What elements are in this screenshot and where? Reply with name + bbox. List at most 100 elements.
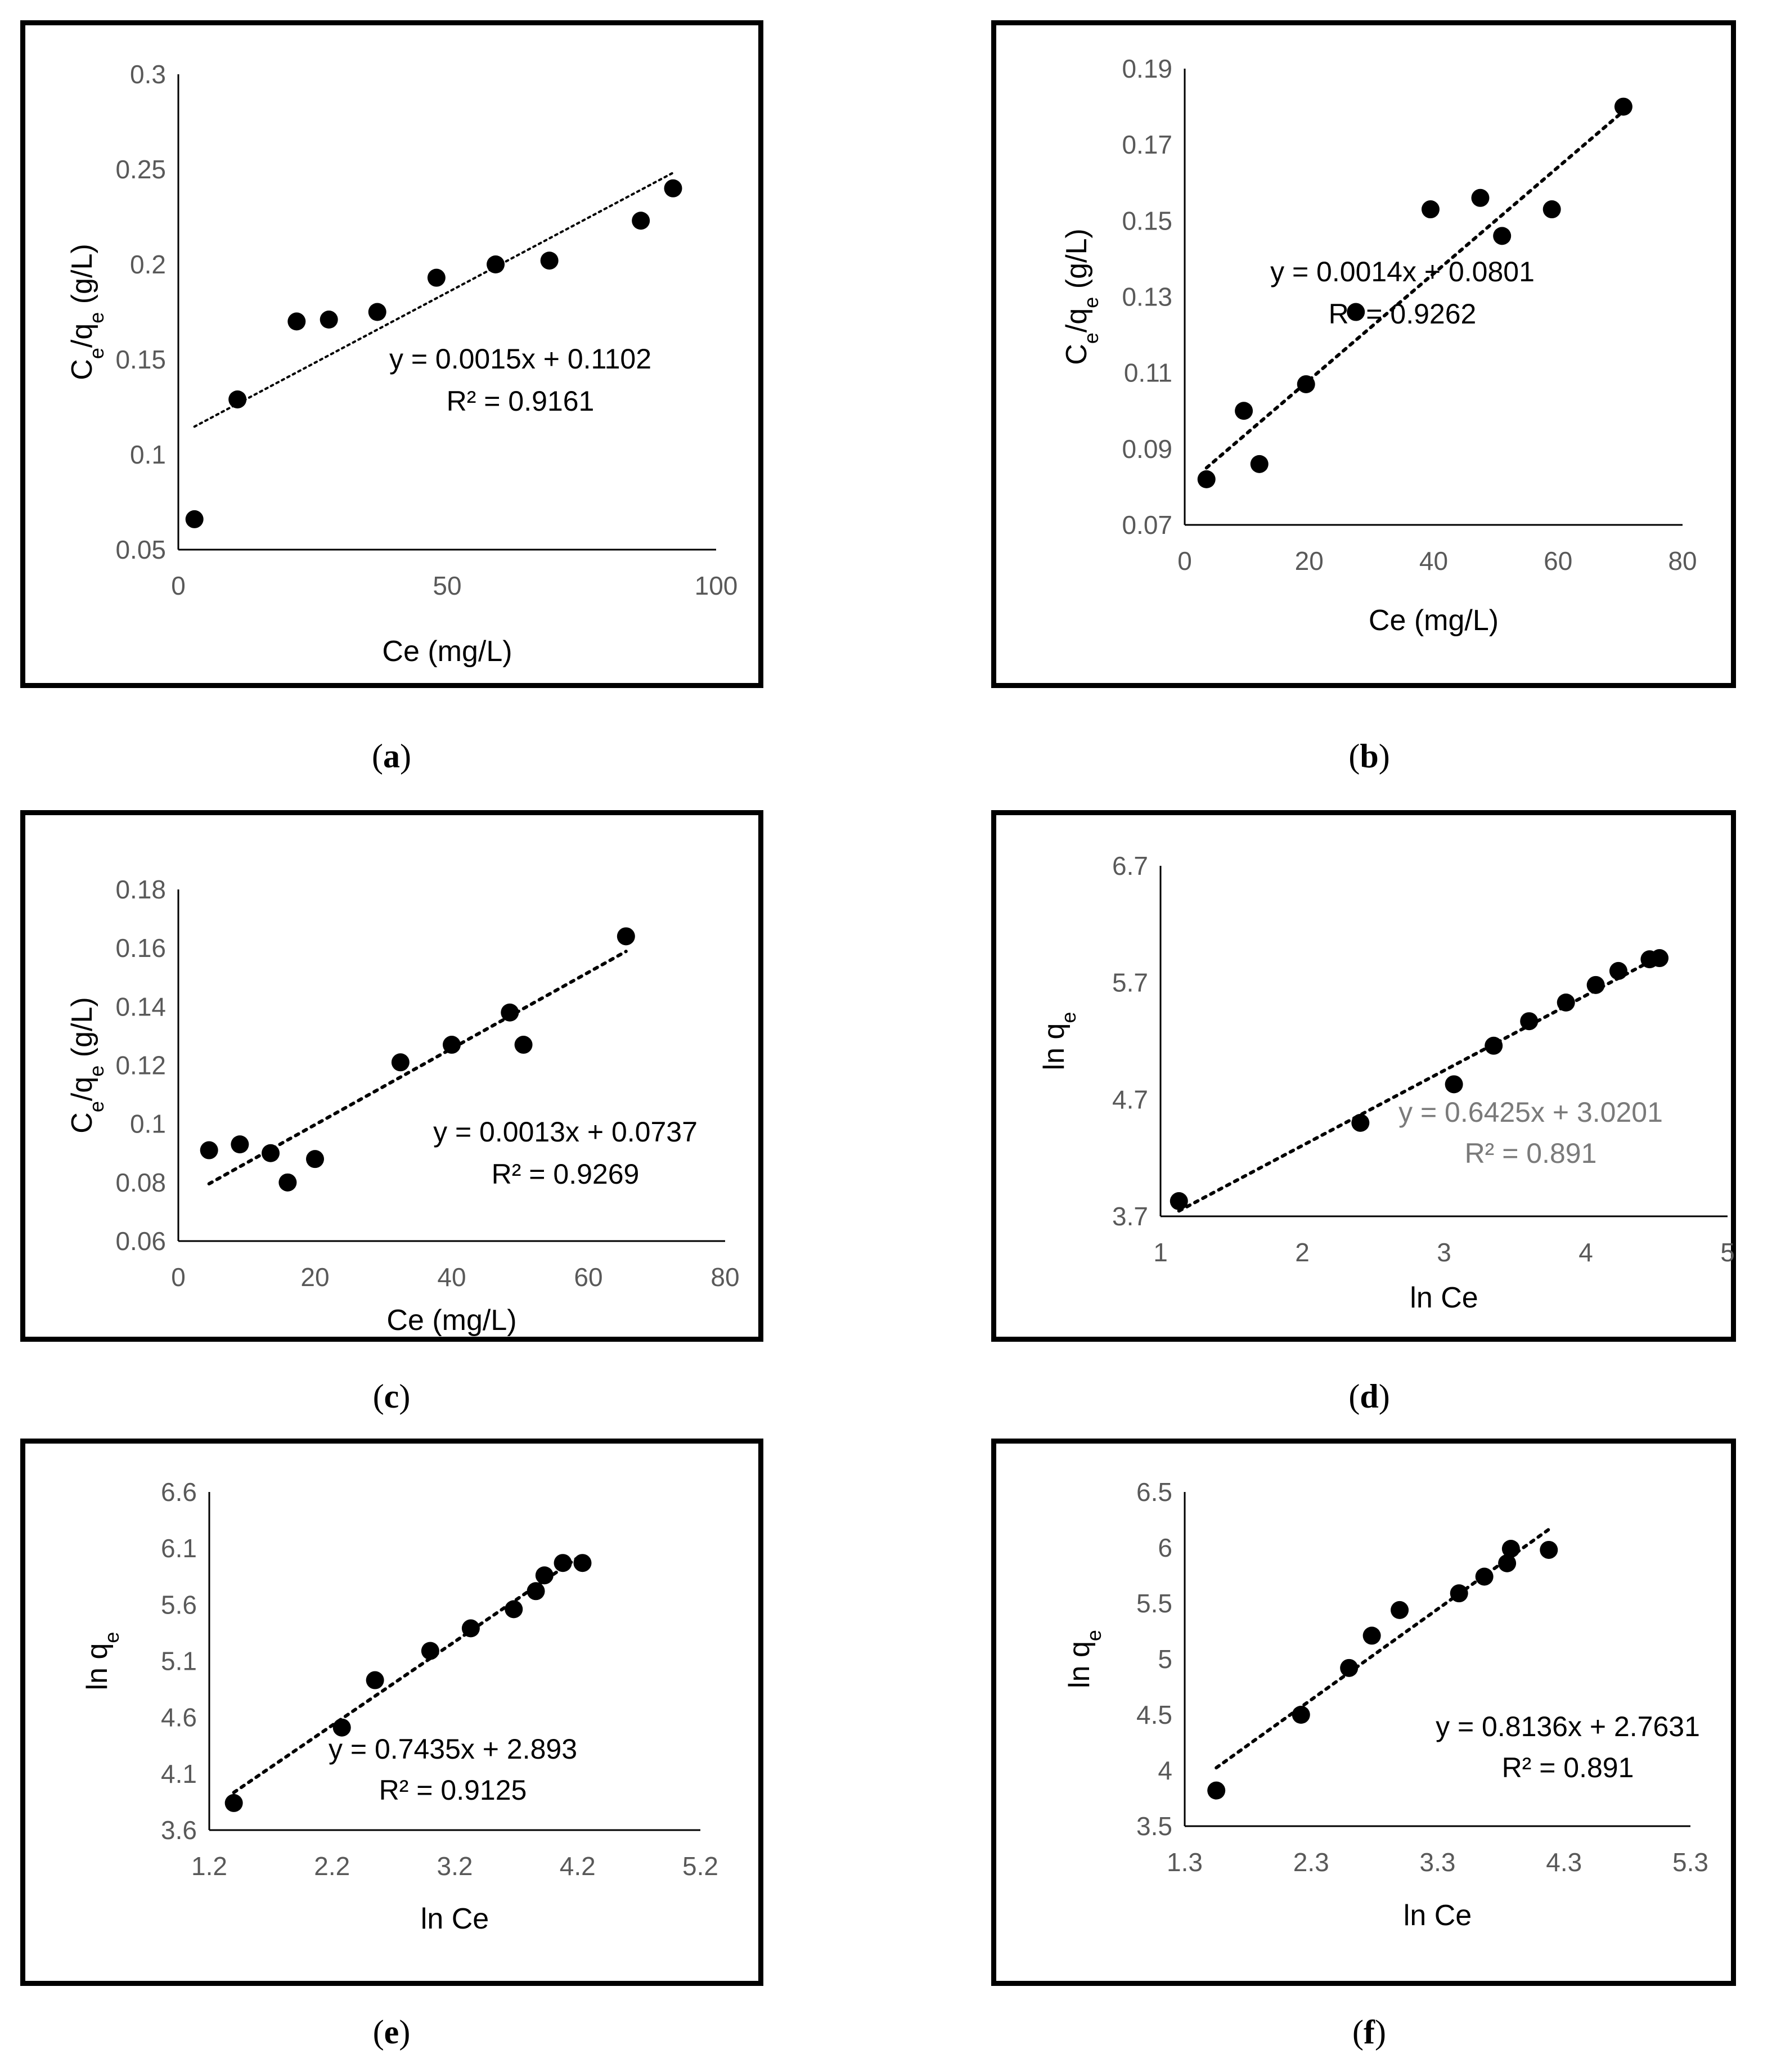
- y-tick-label: 0.11: [1124, 358, 1172, 388]
- x-tick-label: 1: [1153, 1238, 1168, 1267]
- y-axis-title: Ce/qe (g/L): [66, 244, 108, 380]
- y-tick-label: 3.7: [1112, 1202, 1148, 1231]
- x-tick-label: 3: [1437, 1238, 1451, 1267]
- y-tick-label: 4.7: [1112, 1085, 1148, 1114]
- data-point: [231, 1135, 249, 1154]
- x-tick-label: 1.3: [1167, 1848, 1203, 1877]
- x-tick-label: 5.2: [682, 1851, 718, 1881]
- y-tick-label: 0.09: [1122, 434, 1172, 464]
- data-point: [527, 1582, 545, 1601]
- caption-d: (d): [1348, 1378, 1390, 1415]
- data-point: [1540, 1540, 1558, 1559]
- data-point: [514, 1036, 533, 1054]
- data-point: [1614, 97, 1632, 116]
- chart-panel-b: 0.07 0.09 0.11 0.13 0.15 0.17 0.19 0 20 40 60 80 Ce …: [991, 20, 1736, 688]
- chart-svg-b: 0.07 0.09 0.11 0.13 0.15 0.17 0.19 0 20 40 60 80 Ce …: [1060, 54, 1697, 637]
- trend-equation: y = 0.0013x + 0.0737: [433, 1116, 698, 1148]
- x-tick-label: 5.3: [1672, 1848, 1708, 1877]
- chart-svg-a: 0.05 0.1 0.15 0.2 0.25 0.3 0 50 100 Ce (mg/L) Ce/q…: [66, 60, 737, 668]
- data-point: [1650, 949, 1669, 968]
- data-point: [1297, 375, 1315, 393]
- y-tick-label: 0.2: [130, 250, 166, 279]
- x-tick-label: 0: [171, 1262, 186, 1292]
- y-axis-title: ln qe: [1063, 1630, 1105, 1688]
- x-tick-label: 5: [1720, 1238, 1735, 1267]
- data-point: [1450, 1584, 1468, 1603]
- y-tick-label: 5.1: [161, 1647, 197, 1676]
- y-tick-label: 0.1: [130, 1109, 166, 1139]
- data-point: [554, 1554, 572, 1572]
- y-tick-label: 0.13: [1122, 282, 1172, 312]
- y-tick-label: 5.7: [1112, 968, 1148, 997]
- data-point: [1421, 200, 1440, 219]
- trendline: [1177, 955, 1662, 1213]
- y-tick-label: 0.3: [130, 60, 166, 89]
- r-squared-label: R² = 0.891: [1502, 1752, 1634, 1783]
- x-tick-label: 20: [300, 1262, 329, 1292]
- x-tick-label: 4: [1578, 1238, 1593, 1267]
- x-axis-title: ln Ce: [1404, 1899, 1472, 1932]
- x-tick-label: 4.2: [560, 1851, 596, 1881]
- x-tick-label: 20: [1295, 546, 1324, 576]
- r-squared-label: R² = 0.891: [1465, 1138, 1597, 1169]
- data-point: [391, 1053, 410, 1072]
- x-tick-label: 3.3: [1420, 1848, 1456, 1877]
- chart-panel-a: 0.05 0.1 0.15 0.2 0.25 0.3 0 50 100 Ce (mg/L) Ce/q…: [20, 20, 763, 688]
- chart-panel-f: 3.5 4 4.5 5 5.5 6 6.5 1.3 2.3 3.3 4.3 5.3 ln Ce ln qe…: [991, 1439, 1736, 1986]
- y-tick-label: 6.1: [161, 1534, 197, 1563]
- x-tick-label: 80: [1668, 546, 1697, 576]
- chart-svg-e: 3.6 4.1 4.6 5.1 5.6 6.1 6.6 1.2 2.2 3.2 4.2 5.2 ln C…: [81, 1477, 718, 1935]
- data-point: [1445, 1075, 1463, 1094]
- y-tick-label: 5.6: [161, 1590, 197, 1619]
- chart-panel-e: 3.6 4.1 4.6 5.1 5.6 6.1 6.6 1.2 2.2 3.2 4.2 5.2 ln C…: [20, 1439, 763, 1986]
- data-point: [1362, 1626, 1381, 1645]
- x-axis-title: Ce (mg/L): [1369, 604, 1499, 637]
- data-point: [1520, 1012, 1539, 1031]
- trend-equation: y = 0.6425x + 3.0201: [1398, 1096, 1663, 1128]
- y-tick-label: 6.5: [1136, 1477, 1172, 1507]
- data-point: [320, 311, 338, 329]
- x-axis-title: ln Ce: [421, 1903, 489, 1935]
- data-point: [573, 1554, 592, 1572]
- data-point: [664, 179, 682, 197]
- r-squared-label: R² = 0.9262: [1329, 298, 1477, 330]
- trendline: [232, 1553, 584, 1795]
- y-tick-label: 4.1: [161, 1759, 197, 1788]
- data-point: [1493, 227, 1512, 245]
- data-point: [427, 268, 446, 287]
- x-tick-label: 0: [1177, 546, 1192, 576]
- trend-equation: y = 0.0014x + 0.0801: [1270, 256, 1535, 287]
- chart-svg-f: 3.5 4 4.5 5 5.5 6 6.5 1.3 2.3 3.3 4.3 5.3 ln Ce ln qe…: [1063, 1477, 1708, 1932]
- y-tick-label: 0.17: [1122, 130, 1172, 159]
- caption-e: (e): [372, 2013, 411, 2051]
- y-tick-label: 0.19: [1122, 54, 1172, 83]
- trend-equation: y = 0.8136x + 2.7631: [1436, 1711, 1700, 1742]
- data-point: [228, 390, 247, 408]
- y-tick-label: 0.16: [115, 933, 166, 963]
- x-tick-label: 40: [1419, 546, 1448, 576]
- x-tick-label: 2.2: [314, 1851, 350, 1881]
- x-axis-title: Ce (mg/L): [382, 635, 512, 668]
- y-tick-label: 4.5: [1136, 1700, 1172, 1729]
- y-tick-label: 6.6: [161, 1477, 197, 1507]
- data-point: [224, 1794, 243, 1812]
- data-point: [1197, 470, 1216, 488]
- x-tick-label: 40: [437, 1262, 466, 1292]
- y-axis-title: ln qe: [81, 1632, 123, 1691]
- x-tick-label: 4.3: [1546, 1848, 1582, 1877]
- trendline: [1204, 109, 1625, 470]
- data-point: [200, 1141, 218, 1159]
- x-tick-label: 0: [171, 571, 186, 600]
- data-point: [287, 312, 306, 331]
- r-squared-label: R² = 0.9161: [447, 385, 595, 417]
- trend-equation: y = 0.7435x + 2.893: [329, 1733, 577, 1765]
- y-tick-label: 6: [1158, 1533, 1172, 1562]
- x-axis-title: Ce (mg/L): [386, 1304, 516, 1337]
- data-point: [332, 1718, 351, 1737]
- data-point: [1498, 1554, 1517, 1572]
- data-point: [1170, 1192, 1188, 1211]
- x-tick-label: 60: [574, 1262, 602, 1292]
- data-point: [487, 255, 505, 273]
- data-point: [501, 1003, 519, 1022]
- data-point: [1471, 188, 1490, 207]
